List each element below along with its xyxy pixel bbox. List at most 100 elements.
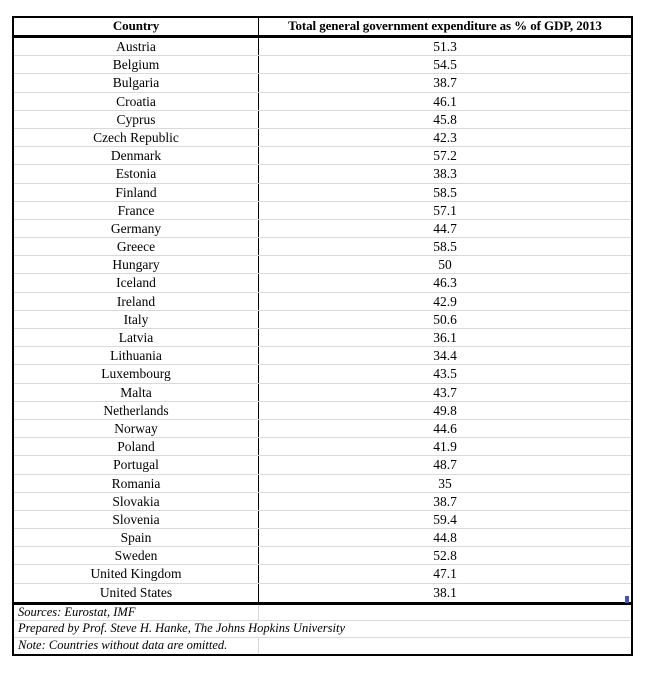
country-cell: Netherlands: [14, 401, 259, 419]
value-cell: 43.5: [433, 366, 457, 382]
footer-empty-cell: [259, 605, 631, 620]
table-row: Bulgaria 38.7: [14, 74, 631, 93]
value-cell: 52.8: [433, 548, 457, 564]
country-cell: Czech Republic: [14, 128, 259, 147]
value-cell: 44.8: [433, 530, 457, 546]
value-cell: 45.8: [433, 111, 457, 127]
expenditure-table: Country Total general government expendi…: [12, 16, 633, 656]
country-cell: Austria: [14, 38, 259, 56]
table-row: Poland 41.9: [14, 438, 631, 457]
country-cell: Latvia: [14, 329, 259, 347]
value-cell: 44.7: [433, 220, 457, 236]
value-cell: 46.3: [433, 275, 457, 291]
table-row: Hungary 50: [14, 256, 631, 275]
country-cell: Norway: [14, 419, 259, 438]
table-row: Slovenia 59.4: [14, 510, 631, 530]
table-row: United States 38.1: [14, 583, 631, 602]
table-row: Portugal 48.7: [14, 456, 631, 475]
table-row: Croatia 46.1: [14, 92, 631, 111]
note-text: Note: Countries without data are omitted…: [14, 637, 259, 654]
value-cell: 50.6: [433, 311, 457, 327]
value-cell: 38.3: [433, 166, 457, 182]
country-cell: Iceland: [14, 274, 259, 292]
value-cell: 34.4: [433, 348, 457, 364]
table-row: Belgium 54.5: [14, 56, 631, 75]
sources-text: Sources: Eurostat, IMF: [14, 604, 259, 621]
country-cell: Denmark: [14, 147, 259, 165]
table-row: Latvia 36.1: [14, 329, 631, 348]
column-header-country: Country: [14, 18, 259, 35]
country-cell: United States: [14, 583, 259, 602]
value-cell: 38.7: [433, 75, 457, 91]
country-cell: Finland: [14, 183, 259, 201]
country-cell: Slovakia: [14, 492, 259, 510]
value-cell: 46.1: [433, 93, 457, 109]
country-cell: Lithuania: [14, 347, 259, 365]
country-cell: United Kingdom: [14, 565, 259, 583]
country-cell: Portugal: [14, 456, 259, 474]
table-row: Denmark 57.2: [14, 147, 631, 166]
table-row: Finland 58.5: [14, 183, 631, 202]
value-cell: 57.2: [433, 148, 457, 164]
country-cell: Estonia: [14, 165, 259, 183]
country-cell: Cyprus: [14, 110, 259, 128]
footer-empty-cell: [345, 621, 631, 636]
table-body: Austria 51.3 Belgium 54.5 Bulgaria 38.7 …: [14, 38, 631, 605]
country-cell: Germany: [14, 219, 259, 238]
table-row: Ireland 42.9: [14, 292, 631, 311]
country-cell: Sweden: [14, 547, 259, 565]
country-cell: Bulgaria: [14, 74, 259, 92]
table-row: Sweden 52.8: [14, 547, 631, 566]
fill-handle-marker: [625, 596, 629, 603]
table-footer: Sources: Eurostat, IMF Prepared by Prof.…: [14, 604, 631, 654]
table-row: Austria 51.3: [14, 38, 631, 57]
value-cell: 54.5: [433, 57, 457, 73]
table-row: Cyprus 45.8: [14, 110, 631, 129]
country-cell: France: [14, 201, 259, 219]
table-row: United Kingdom 47.1: [14, 565, 631, 584]
value-cell: 42.3: [433, 129, 457, 145]
table-row: Romania 35: [14, 474, 631, 493]
country-cell: Hungary: [14, 256, 259, 274]
table-row: Netherlands 49.8: [14, 401, 631, 420]
country-cell: Luxembourg: [14, 365, 259, 383]
value-cell: 48.7: [433, 457, 457, 473]
value-cell: 59.4: [433, 511, 457, 527]
value-cell: 51.3: [433, 39, 457, 54]
value-cell: 47.1: [433, 566, 457, 582]
value-cell: 43.7: [433, 384, 457, 400]
table-row: Greece 58.5: [14, 238, 631, 257]
footer-empty-cell: [259, 638, 631, 654]
table-row: Czech Republic 42.3: [14, 128, 631, 148]
table-row: Lithuania 34.4: [14, 347, 631, 366]
table-row: Italy 50.6: [14, 310, 631, 329]
country-cell: Malta: [14, 383, 259, 401]
table-row: Luxembourg 43.5: [14, 365, 631, 384]
table-row: Norway 44.6: [14, 419, 631, 439]
country-cell: Romania: [14, 474, 259, 492]
table-row: Germany 44.7: [14, 219, 631, 239]
country-cell: Belgium: [14, 56, 259, 74]
table-row: Spain 44.8: [14, 529, 631, 548]
prepared-by-text: Prepared by Prof. Steve H. Hanke, The Jo…: [18, 621, 346, 636]
value-cell: 42.9: [433, 293, 457, 309]
country-cell: Croatia: [14, 92, 259, 110]
value-cell: 44.6: [433, 420, 457, 436]
country-cell: Italy: [14, 310, 259, 328]
column-header-expenditure: Total general government expenditure as …: [288, 18, 602, 33]
table-row: Iceland 46.3: [14, 274, 631, 293]
table-header-row: Country Total general government expendi…: [14, 18, 631, 38]
value-cell: 36.1: [433, 330, 457, 345]
table-row: Malta 43.7: [14, 383, 631, 402]
value-cell: 58.5: [433, 184, 457, 200]
table-row: Slovakia 38.7: [14, 492, 631, 511]
country-cell: Ireland: [14, 292, 259, 310]
footer-row-sources: Sources: Eurostat, IMF: [14, 604, 631, 622]
country-cell: Poland: [14, 438, 259, 456]
value-cell: 57.1: [433, 202, 457, 218]
value-cell: 41.9: [433, 439, 457, 455]
footer-row-prepared-by: Prepared by Prof. Steve H. Hanke, The Jo…: [14, 621, 631, 638]
table-row: France 57.1: [14, 201, 631, 220]
country-cell: Spain: [14, 529, 259, 547]
